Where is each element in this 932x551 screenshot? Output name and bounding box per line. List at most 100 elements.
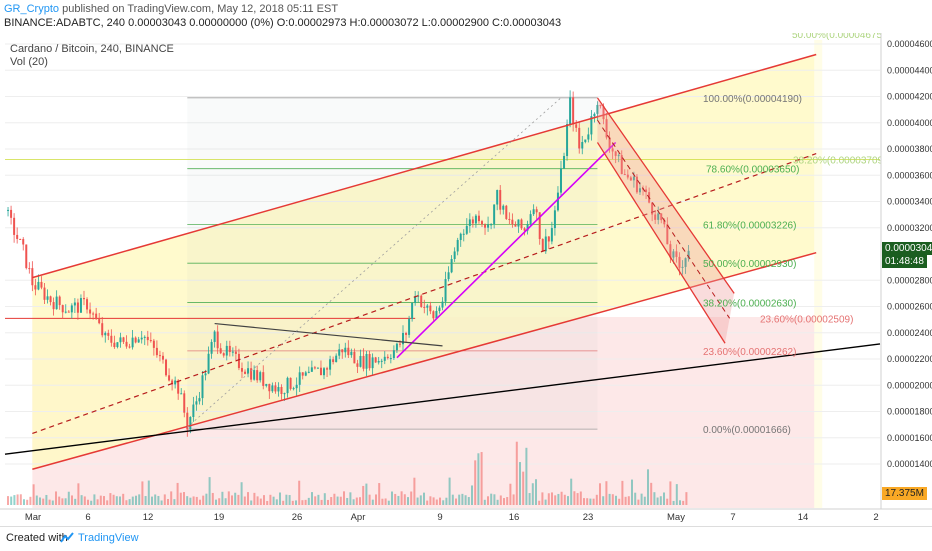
volume-bar	[579, 491, 582, 505]
candle-body	[274, 385, 277, 392]
time-tick-label: 7	[730, 512, 735, 523]
candle-body	[307, 371, 310, 373]
volume-indicator-label[interactable]: Vol (20)	[10, 56, 48, 68]
candle-body	[98, 319, 101, 324]
candle-body	[508, 218, 511, 220]
candle-body	[207, 353, 210, 374]
price-tick-label: 0.00002200	[887, 354, 932, 364]
volume-bar	[240, 482, 243, 505]
volume-bar	[16, 494, 19, 505]
tradingview-link[interactable]: TradingView	[78, 532, 139, 544]
volume-bar	[506, 497, 509, 505]
candle-body	[122, 337, 125, 342]
candle-body	[73, 302, 76, 306]
fib-ext-label-236: 23.60%(0.00002509)	[760, 314, 853, 325]
volume-bar	[192, 496, 195, 505]
candle-body	[86, 299, 89, 310]
price-tick-label: 0.00004000	[887, 118, 932, 128]
candle-body	[426, 305, 429, 308]
volume-bar	[608, 493, 611, 505]
candle-body	[538, 212, 541, 240]
candle-body	[225, 345, 228, 356]
candle-body	[547, 236, 550, 242]
volume-bar	[211, 492, 214, 505]
candle-body	[462, 233, 465, 235]
candle-body	[152, 340, 155, 348]
candle-body	[517, 219, 520, 227]
candle-body	[183, 393, 186, 413]
volume-bar	[26, 499, 29, 505]
candle-body	[265, 383, 268, 386]
trend-drawings	[4, 53, 881, 470]
plot-title: Cardano / Bitcoin, 240, BINANCE	[10, 43, 174, 55]
candle-body	[146, 336, 149, 341]
candle-body	[480, 221, 483, 225]
candle-body	[131, 337, 134, 348]
candle-body	[95, 313, 98, 320]
candle-body	[635, 176, 638, 193]
channel-fill	[32, 54, 817, 470]
volume-bar	[567, 496, 569, 505]
volume-bar	[35, 495, 38, 505]
volume-bar	[67, 491, 70, 505]
candle-body	[210, 341, 213, 354]
candle-body	[395, 343, 398, 351]
volume-bar	[384, 498, 387, 505]
author-link[interactable]: GR_Crypto	[4, 3, 60, 15]
volume-bar	[496, 499, 499, 505]
time-tick-label: May	[667, 512, 685, 523]
volume-bar	[656, 497, 659, 505]
volume-bar	[128, 499, 131, 505]
candle-body	[280, 387, 283, 394]
price-chart[interactable]: 100.00%(0.00004190) 78.60%(0.00003650) 61.…	[0, 33, 932, 526]
candle-body	[414, 296, 417, 303]
candle-body	[204, 373, 207, 376]
volume-bar	[227, 491, 230, 505]
price-tick-label: 0.00001400	[887, 459, 932, 469]
volume-bar	[592, 498, 595, 505]
published-text: published on TradingView.com, May 12, 20…	[59, 3, 339, 15]
volume-bar	[10, 496, 13, 505]
candle-body	[593, 113, 596, 117]
volume-bar	[55, 491, 57, 505]
fib-ext-label-50: 50.00%(0.00004675)	[792, 33, 885, 41]
volume-bar	[173, 499, 176, 505]
fib-box	[187, 97, 598, 430]
volume-bar	[643, 496, 646, 505]
candle-body	[19, 238, 22, 240]
volume-bar	[77, 483, 80, 505]
fibonacci-labels: 100.00%(0.00004190) 78.60%(0.00003650) 61.…	[703, 33, 886, 436]
candle-body	[359, 355, 362, 367]
candle-body	[313, 367, 316, 369]
candle-body	[432, 311, 435, 319]
symbol-line: BINANCE:ADABTC, 240 0.00003043 0.0000000…	[4, 17, 562, 29]
volume-bar	[122, 493, 125, 505]
volume-bar	[106, 500, 109, 505]
candle-body	[532, 209, 535, 215]
candle-body	[92, 313, 95, 315]
volume-bar	[285, 494, 288, 505]
volume-bar	[570, 478, 573, 505]
candle-body	[423, 306, 426, 308]
price-axis-bg	[881, 33, 932, 509]
candle-body	[344, 347, 347, 353]
volume-bar	[93, 494, 96, 505]
descending-channel-lower	[596, 142, 726, 344]
volume-bar	[355, 497, 358, 505]
candle-body	[64, 311, 67, 313]
volume-bar	[269, 494, 272, 505]
axes: 0.00004600 0.00004400 0.00004200 0.00004000…	[0, 33, 932, 526]
volume-bar	[682, 500, 685, 505]
candle-body	[137, 339, 140, 343]
publish-header: GR_Crypto published on TradingView.com, …	[4, 3, 338, 15]
volume-bar	[167, 498, 169, 505]
time-tick-label: 16	[509, 512, 520, 523]
volume-bar	[515, 441, 518, 505]
candle-body	[228, 345, 231, 353]
time-tick-label: Apr	[351, 512, 366, 523]
volume-bar	[445, 497, 448, 505]
volume-bar	[368, 494, 371, 505]
volume-bar	[160, 500, 163, 505]
fib-label-0: 0.00%(0.00001666)	[703, 425, 791, 436]
candle-body	[365, 353, 368, 369]
